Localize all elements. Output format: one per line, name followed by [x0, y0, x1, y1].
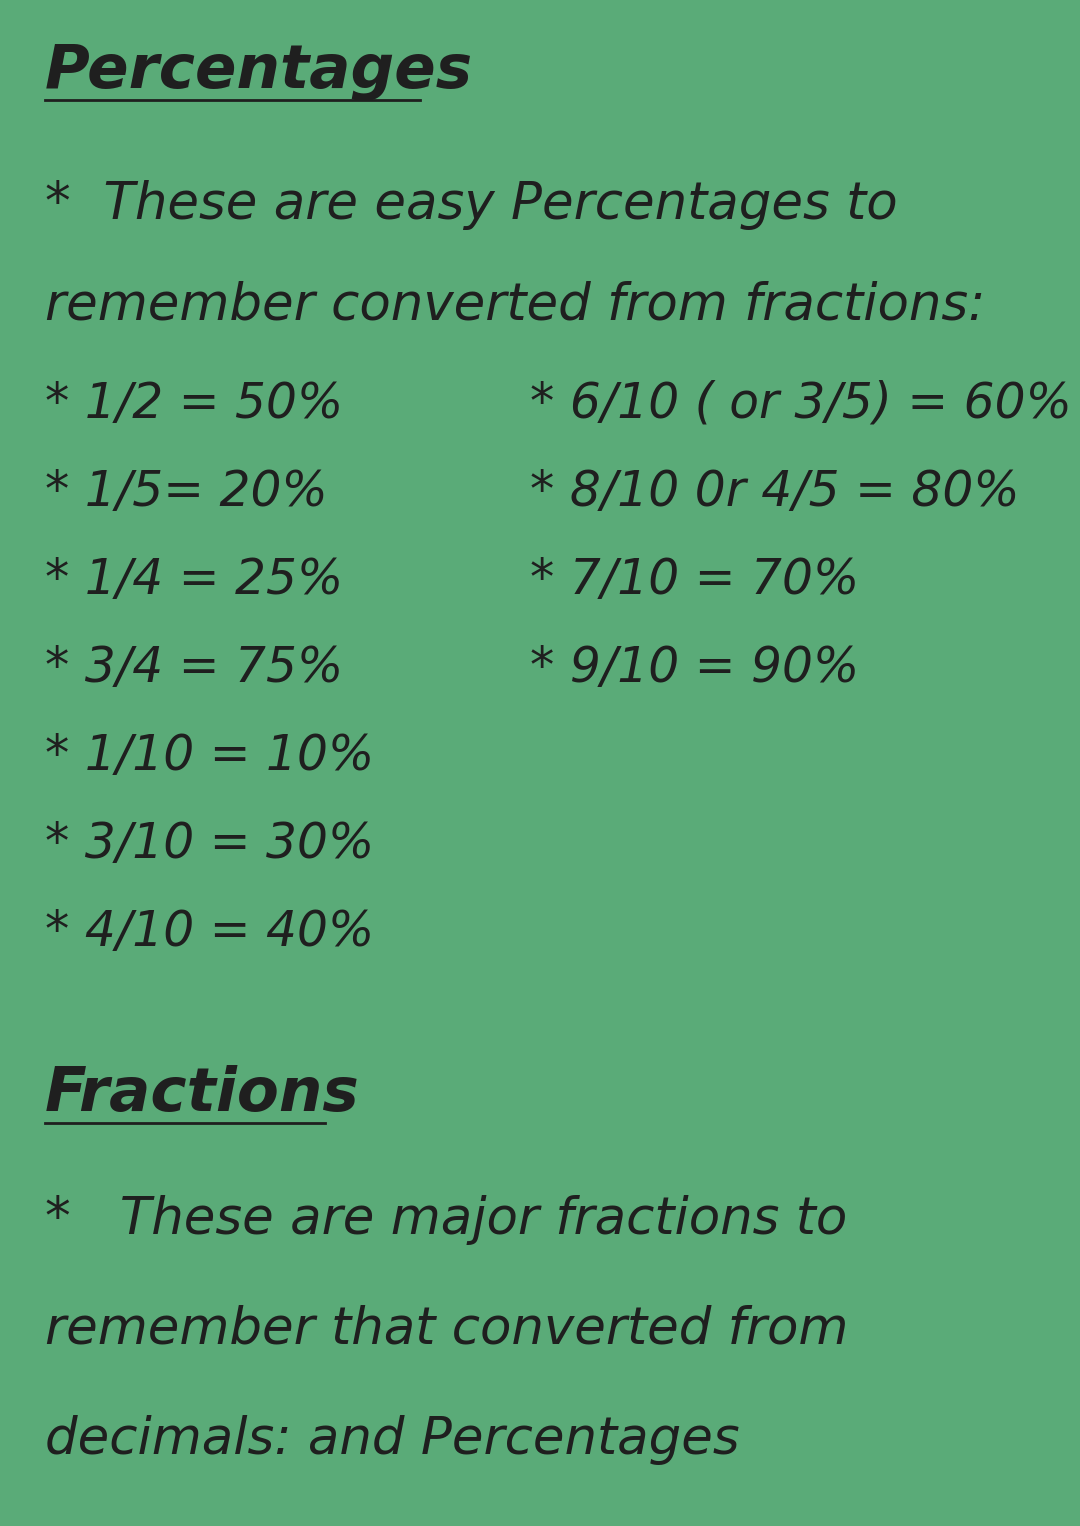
Text: remember converted from fractions:: remember converted from fractions:: [45, 279, 985, 330]
Text: * 4/10 = 40%: * 4/10 = 40%: [45, 908, 375, 955]
Text: * 1/10 = 10%: * 1/10 = 10%: [45, 732, 375, 780]
Text: * 8/10 0r 4/5 = 80%: * 8/10 0r 4/5 = 80%: [530, 468, 1020, 516]
Text: *  These are easy Percentages to: * These are easy Percentages to: [45, 180, 897, 230]
Text: * 1/5= 20%: * 1/5= 20%: [45, 468, 327, 516]
Text: * 6/10 ( or 3/5) = 60%: * 6/10 ( or 3/5) = 60%: [530, 380, 1071, 427]
Text: *   These are major fractions to: * These are major fractions to: [45, 1195, 847, 1245]
Text: * 1/2 = 50%: * 1/2 = 50%: [45, 380, 343, 427]
Text: Fractions: Fractions: [45, 1065, 360, 1125]
Text: * 3/4 = 75%: * 3/4 = 75%: [45, 644, 343, 691]
Text: * 1/4 = 25%: * 1/4 = 25%: [45, 555, 343, 604]
Text: * 9/10 = 90%: * 9/10 = 90%: [530, 644, 860, 691]
Text: * 7/10 = 70%: * 7/10 = 70%: [530, 555, 860, 604]
Text: * 3/10 = 30%: * 3/10 = 30%: [45, 819, 375, 868]
Text: remember that converted from: remember that converted from: [45, 1305, 849, 1355]
Text: Percentages: Percentages: [45, 43, 473, 101]
Text: decimals: and Percentages: decimals: and Percentages: [45, 1415, 740, 1465]
